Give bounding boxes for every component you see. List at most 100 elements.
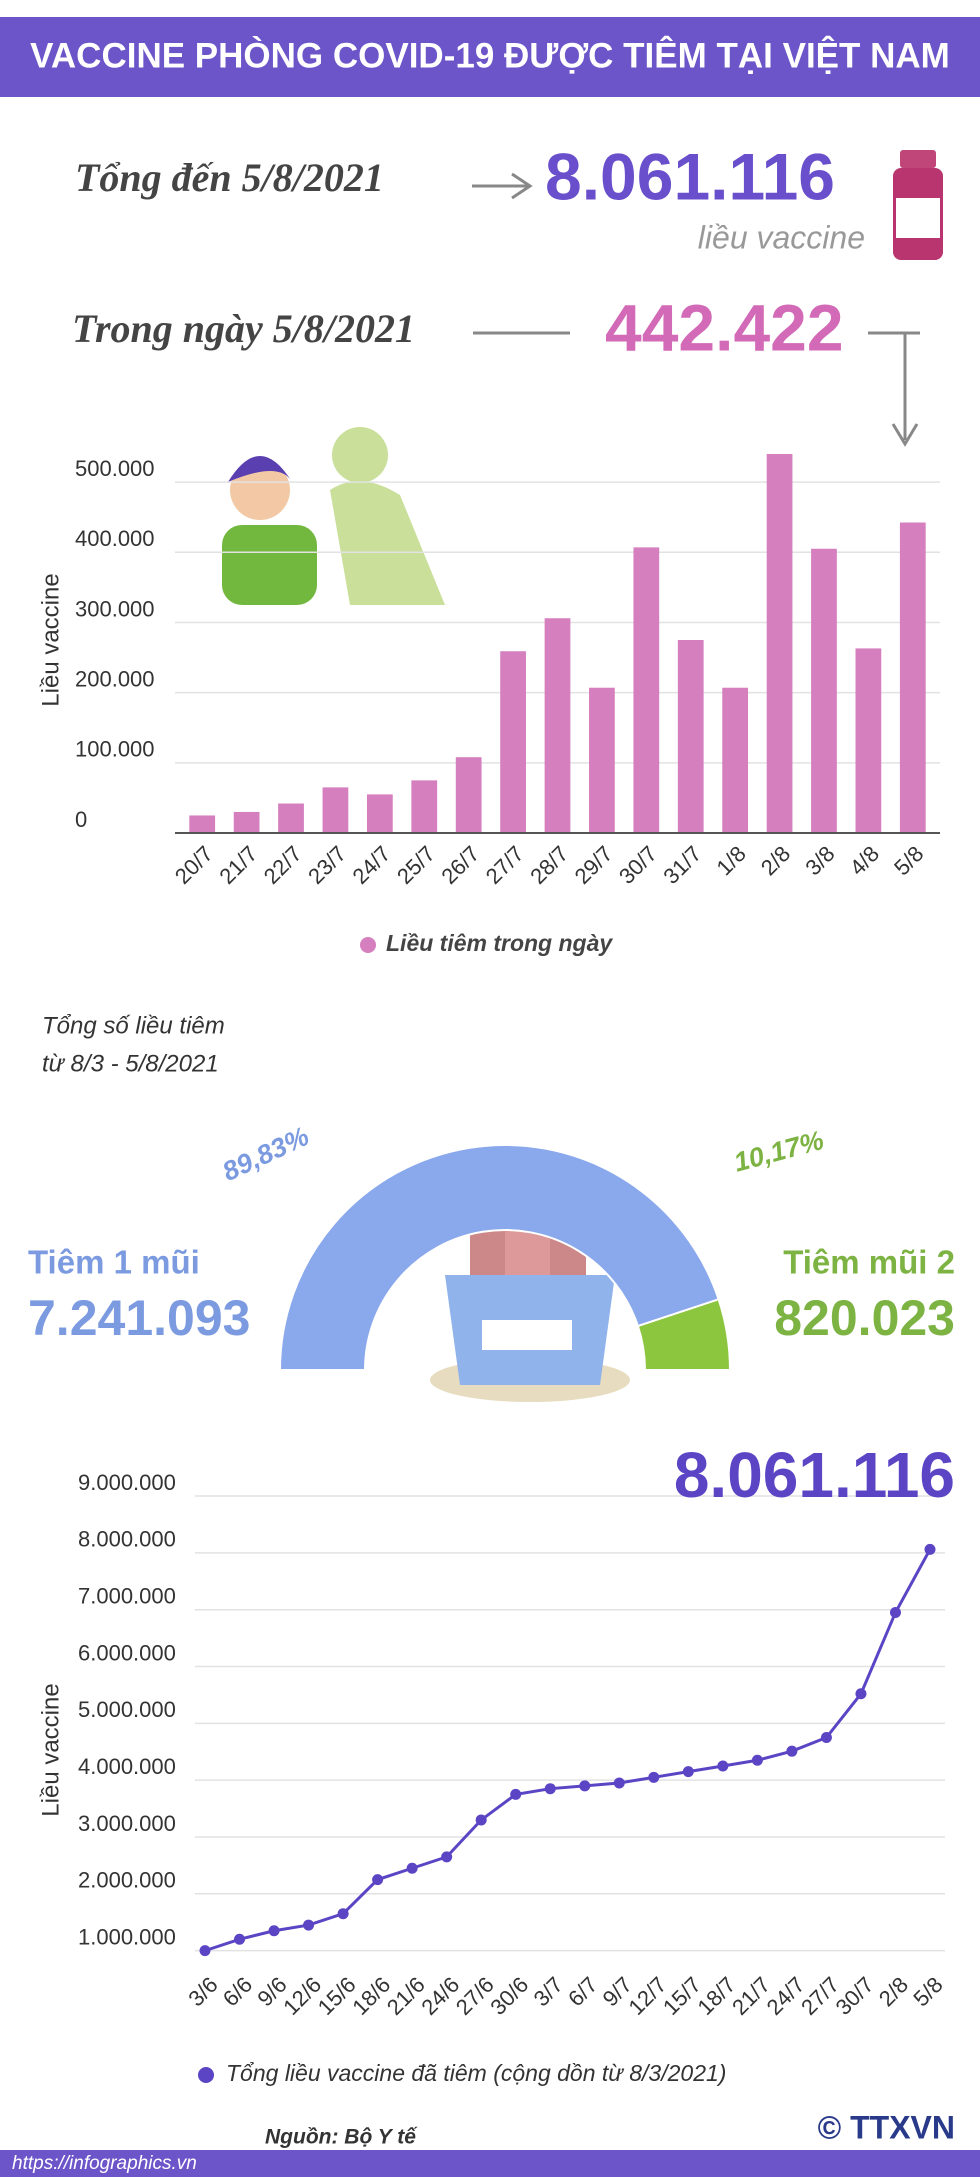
x-tick-label: 30/7: [614, 841, 662, 889]
bar: [189, 815, 216, 833]
total-unit: liều vaccine: [698, 219, 865, 255]
point: [303, 1919, 315, 1931]
point: [234, 1933, 246, 1945]
x-tick-label: 2/8: [874, 1972, 913, 2011]
x-tick-label: 3/6: [183, 1972, 222, 2011]
point: [544, 1783, 556, 1795]
point: [648, 1771, 660, 1783]
bar: [500, 651, 526, 833]
x-tick-label: 26/7: [436, 841, 484, 889]
category-amount: 7.241.093: [28, 1290, 250, 1346]
y-tick-label: 7.000.000: [78, 1584, 176, 1609]
value-label: 10,17%: [731, 1125, 827, 1178]
x-tick-label: 22/7: [259, 841, 307, 889]
daily-label: Trong ngày 5/8/2021: [72, 306, 415, 351]
vial-icon: [893, 150, 943, 260]
x-tick-label: 2/8: [756, 841, 795, 880]
header-title: VACCINE PHÒNG COVID-19 ĐƯỢC TIÊM TẠI VIỆ…: [30, 35, 950, 75]
x-tick-label: 6/7: [563, 1972, 602, 2011]
y-tick-label: 6.000.000: [78, 1640, 176, 1665]
bar: [278, 803, 304, 833]
url: https://infographics.vn: [12, 2153, 197, 2174]
bar: [322, 787, 349, 833]
bar: [677, 640, 704, 833]
x-tick-label: 28/7: [525, 841, 573, 889]
bar: [366, 794, 393, 833]
x-tick-label: 31/7: [658, 841, 706, 889]
x-tick-label: 1/8: [711, 841, 750, 880]
arrow: [472, 172, 533, 200]
y-tick-label: 2.000.000: [78, 1868, 176, 1893]
arrow: [868, 331, 920, 447]
y-tick-label: 200.000: [75, 666, 155, 691]
y-axis-title: Liều vaccine: [37, 573, 64, 706]
x-tick-label: 23/7: [303, 841, 351, 889]
point: [579, 1780, 591, 1792]
bar: [899, 522, 926, 833]
agency: © TTXVN: [818, 2109, 955, 2145]
y-tick-label: 3.000.000: [78, 1811, 176, 1836]
y-tick-label: 4.000.000: [78, 1754, 176, 1779]
point: [613, 1777, 625, 1789]
total-value: 8.061.116: [545, 139, 835, 213]
y-tick-label: 100.000: [75, 737, 155, 762]
point: [199, 1945, 211, 1957]
category-label: Tiêm mũi 2: [783, 1244, 955, 1281]
x-tick-label: 27/7: [481, 841, 529, 889]
category-label: Tiêm 1 mũi: [28, 1244, 200, 1281]
bar: [722, 687, 749, 833]
bar: [633, 547, 660, 833]
point: [820, 1732, 832, 1744]
y-tick-label: 9.000.000: [78, 1470, 176, 1495]
bar: [455, 757, 482, 833]
bar: [544, 618, 571, 833]
legend-label: Tổng liều vaccine đã tiêm (cộng dồn từ 8…: [226, 2060, 726, 2086]
point: [682, 1766, 694, 1778]
pie-title: Tổng số liều tiêm: [42, 1012, 225, 1039]
point: [717, 1760, 729, 1772]
daily-value: 442.422: [605, 290, 844, 364]
pie-title: từ 8/3 - 5/8/2021: [42, 1050, 219, 1077]
point: [510, 1788, 522, 1800]
pie-segment: [278, 1144, 720, 1371]
point: [786, 1745, 798, 1757]
y-tick-label: 8.000.000: [78, 1527, 176, 1552]
illustration: [222, 427, 445, 605]
bar: [855, 648, 882, 833]
x-tick-label: 30/7: [831, 1972, 879, 2020]
x-tick-label: 3/8: [800, 841, 839, 880]
x-tick-label: 5/8: [908, 1972, 947, 2011]
footer-bar: [0, 2150, 980, 2177]
source: Nguồn: Bộ Y tế: [265, 2126, 418, 2149]
x-tick-label: 30/6: [485, 1972, 533, 2020]
x-tick-label: 20/7: [170, 841, 218, 889]
pie-segment: [636, 1298, 732, 1371]
x-tick-label: 24/7: [348, 841, 396, 889]
line: [204, 1548, 932, 1953]
total-label: Tổng đến 5/8/2021: [75, 155, 384, 200]
x-tick-label: 21/7: [214, 841, 262, 889]
point: [337, 1908, 349, 1920]
x-tick-label: 3/7: [529, 1972, 568, 2011]
y-axis-title: Liều vaccine: [37, 1683, 64, 1816]
point: [372, 1874, 384, 1886]
x-tick-label: 6/6: [218, 1972, 257, 2011]
x-tick-label: 25/7: [392, 841, 440, 889]
point: [441, 1851, 453, 1863]
x-tick-label: 5/8: [889, 841, 928, 880]
point: [268, 1925, 280, 1937]
legend-label: Liều tiêm trong ngày: [386, 930, 613, 956]
y-tick-label: 1.000.000: [78, 1924, 176, 1949]
bar: [811, 548, 837, 833]
annotation: 8.061.116: [674, 1439, 955, 1511]
y-tick-label: 500.000: [75, 456, 155, 481]
x-tick-label: 29/7: [570, 841, 618, 889]
point: [475, 1814, 487, 1826]
point: [406, 1862, 418, 1874]
category-amount: 820.023: [774, 1290, 955, 1346]
point: [751, 1754, 763, 1766]
y-tick-label: 5.000.000: [78, 1697, 176, 1722]
y-tick-label: 300.000: [75, 596, 155, 621]
x-tick-label: 4/8: [845, 841, 884, 880]
